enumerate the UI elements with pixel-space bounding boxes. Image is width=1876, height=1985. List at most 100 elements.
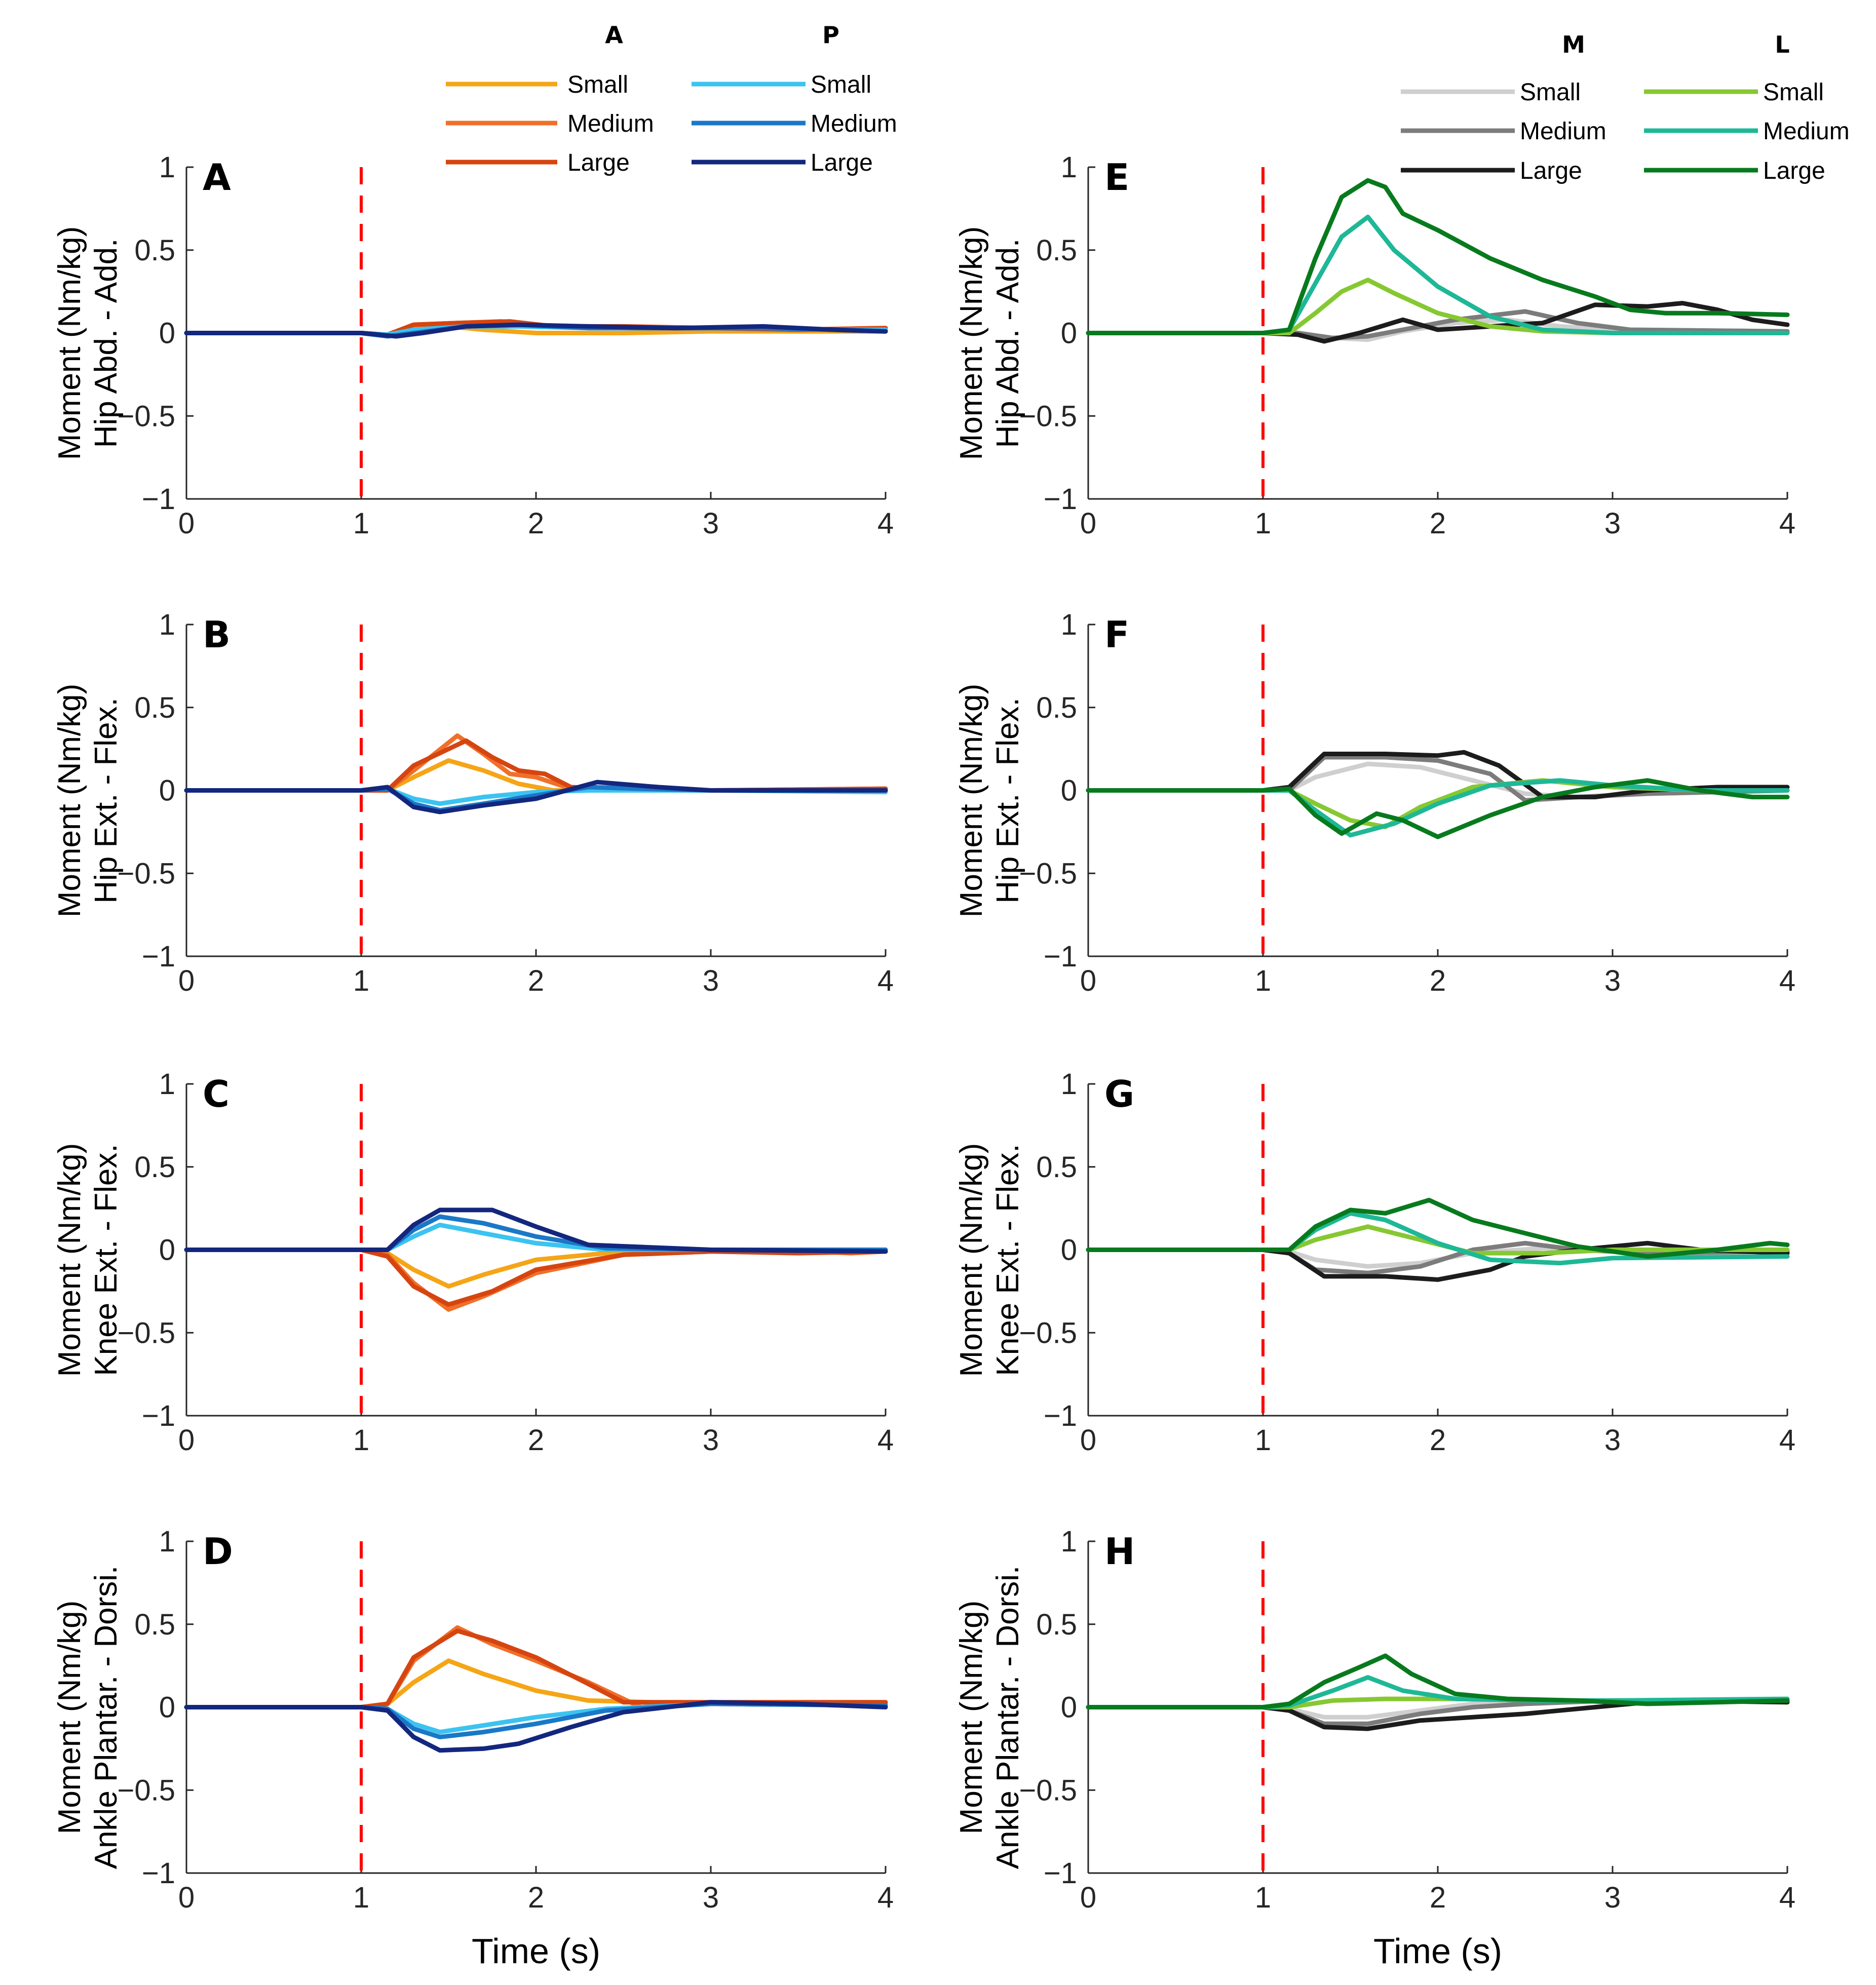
- panel-letter: E: [1104, 156, 1129, 199]
- y-tick-label: 0: [159, 1234, 175, 1267]
- x-tick-label: 0: [178, 964, 195, 997]
- series-line: [184, 1625, 888, 1709]
- series-line: [1086, 214, 1790, 335]
- y-tick-label: 1: [1061, 608, 1077, 641]
- legend-right: M Small Medium Large L Small Medium Large: [1401, 31, 1850, 184]
- y-tick-label: −1: [1044, 483, 1077, 516]
- y-axis-label-line: Knee Ext. - Flex.: [990, 1144, 1025, 1376]
- panel-letter: C: [203, 1073, 229, 1115]
- y-tick-label: −1: [142, 940, 175, 973]
- y-axis-label: Moment (Nm/kg)Knee Ext. - Flex.: [52, 1143, 124, 1377]
- x-tick-label: 0: [178, 507, 195, 540]
- y-tick-label: 0: [1061, 1234, 1077, 1267]
- y-tick-label: 1: [159, 608, 175, 641]
- y-axis-label: Moment (Nm/kg)Hip Ext. - Flex.: [52, 684, 124, 918]
- y-tick-label: 1: [1061, 1068, 1077, 1101]
- legend-label: Medium: [811, 110, 897, 137]
- y-axis-label-line: Knee Ext. - Flex.: [89, 1144, 124, 1376]
- y-axis-label-line: Hip Abd. - Add.: [89, 239, 124, 448]
- panel-letter: F: [1104, 613, 1129, 656]
- y-axis-label: Moment (Nm/kg)Knee Ext. - Flex.: [954, 1143, 1025, 1377]
- series-line: [184, 780, 888, 814]
- legend-label: Small: [811, 71, 871, 98]
- series-line: [1086, 778, 1790, 839]
- x-tick-label: 0: [1080, 1881, 1096, 1914]
- y-tick-label: 0: [159, 317, 175, 350]
- y-tick-label: 1: [159, 1068, 175, 1101]
- y-tick-label: 0.5: [134, 234, 175, 267]
- x-axis-title: Time (s): [1373, 1931, 1502, 1971]
- x-tick-label: 1: [353, 1424, 369, 1457]
- legend-label: Medium: [567, 110, 654, 137]
- y-tick-label: 1: [1061, 151, 1077, 184]
- x-tick-label: 4: [1779, 507, 1795, 540]
- legend-label: Medium: [1520, 118, 1606, 145]
- y-axis-label-line: Hip Abd. - Add.: [990, 239, 1025, 448]
- y-tick-label: 0: [159, 1691, 175, 1724]
- panel-letter: A: [203, 156, 231, 199]
- y-tick-label: −1: [1044, 1857, 1077, 1890]
- y-axis-label: Moment (Nm/kg)Ankle Plantar. - Dorsi.: [954, 1566, 1025, 1870]
- x-tick-label: 0: [1080, 964, 1096, 997]
- legend-header: L: [1775, 31, 1789, 58]
- y-tick-label: −0.5: [118, 857, 176, 890]
- y-axis-label: Moment (Nm/kg)Hip Abd. - Add.: [52, 226, 124, 460]
- y-tick-label: 1: [159, 1525, 175, 1558]
- x-tick-label: 3: [703, 1424, 719, 1457]
- x-tick-label: 1: [353, 1881, 369, 1914]
- series-line: [184, 738, 888, 793]
- y-axis-label-line: Ankle Plantar. - Dorsi.: [990, 1566, 1025, 1870]
- y-axis-label-line: Hip Ext. - Flex.: [990, 697, 1025, 904]
- legend-label: Small: [1763, 79, 1824, 106]
- y-axis-label-line: Moment (Nm/kg): [954, 1143, 989, 1377]
- x-tick-label: 3: [1604, 507, 1621, 540]
- x-tick-label: 3: [703, 1881, 719, 1914]
- x-tick-label: 4: [1779, 964, 1795, 997]
- x-tick-label: 2: [528, 964, 544, 997]
- x-tick-label: 1: [353, 507, 369, 540]
- legend-label: Medium: [1763, 118, 1850, 145]
- panel-letter: D: [203, 1530, 233, 1573]
- y-tick-label: −0.5: [118, 400, 176, 433]
- x-tick-label: 4: [877, 1881, 894, 1914]
- x-tick-label: 2: [1430, 964, 1446, 997]
- y-tick-label: 0.5: [134, 691, 175, 724]
- series-line: [1086, 178, 1790, 335]
- x-tick-label: 4: [877, 507, 894, 540]
- x-tick-label: 2: [528, 1424, 544, 1457]
- y-tick-label: −1: [1044, 940, 1077, 973]
- legend-header: A: [605, 21, 623, 49]
- series-line: [184, 733, 888, 793]
- x-tick-label: 1: [1255, 1424, 1271, 1457]
- y-tick-label: −0.5: [1019, 1316, 1078, 1349]
- y-axis-label: Moment (Nm/kg)Hip Ext. - Flex.: [954, 684, 1025, 918]
- legend-label: Large: [811, 149, 873, 176]
- y-axis-label-line: Moment (Nm/kg): [954, 226, 989, 460]
- y-axis-label-line: Moment (Nm/kg): [52, 226, 87, 460]
- y-tick-label: −0.5: [118, 1316, 176, 1349]
- series-line: [1086, 755, 1790, 803]
- y-axis-label-line: Moment (Nm/kg): [52, 1601, 87, 1835]
- x-tick-label: 1: [353, 964, 369, 997]
- series-line: [184, 1700, 888, 1753]
- y-tick-label: −1: [142, 1857, 175, 1890]
- legend-label: Small: [567, 71, 628, 98]
- y-tick-label: 0: [159, 774, 175, 807]
- x-tick-label: 1: [1255, 507, 1271, 540]
- panel-letter: G: [1104, 1073, 1134, 1115]
- y-axis-label: Moment (Nm/kg)Hip Abd. - Add.: [954, 226, 1025, 460]
- series-line: [1086, 1211, 1790, 1266]
- y-tick-label: 1: [159, 151, 175, 184]
- x-tick-label: 4: [1779, 1881, 1795, 1914]
- y-axis-label-line: Ankle Plantar. - Dorsi.: [89, 1566, 124, 1870]
- x-tick-label: 1: [1255, 1881, 1271, 1914]
- y-tick-label: 0.5: [1036, 1608, 1077, 1641]
- panel-letter: H: [1104, 1530, 1135, 1573]
- y-tick-label: 0: [1061, 317, 1077, 350]
- legend-label: Large: [567, 149, 630, 176]
